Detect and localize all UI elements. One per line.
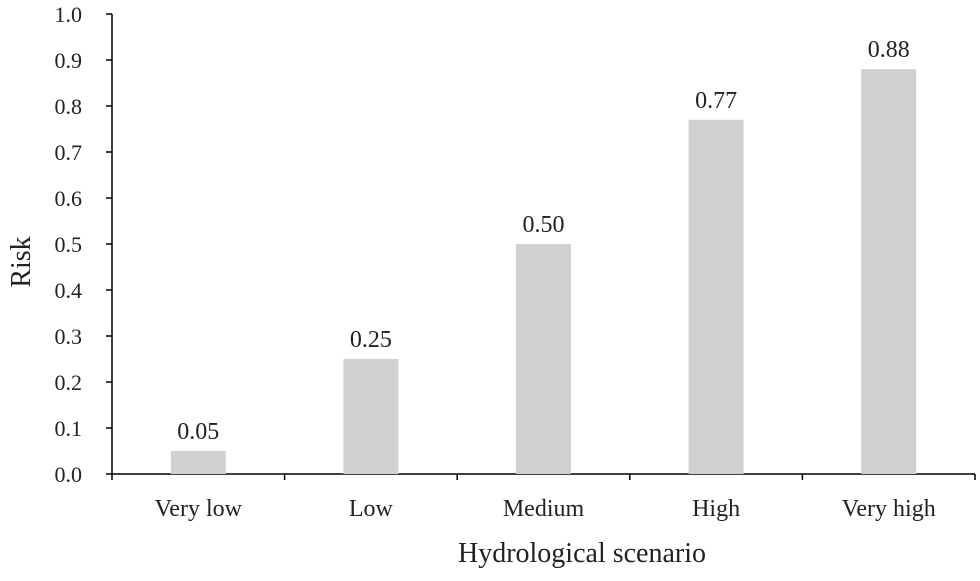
- x-category-label: Medium: [503, 496, 585, 522]
- y-tick-label: 0.1: [55, 416, 83, 441]
- x-category-label: Very high: [842, 496, 936, 522]
- y-tick-label: 0.9: [55, 48, 83, 73]
- bar-data-label: 0.77: [695, 88, 737, 114]
- bar-data-label: 0.50: [523, 212, 565, 238]
- y-tick-label: 0.6: [55, 186, 83, 211]
- bar: [343, 359, 399, 474]
- axes: 0.0 0.1 0.2 0.3 0.4 0.5 0.6 0.7 0.8 0.9 1.0 Very lo…: [55, 2, 976, 522]
- bar-data-label: 0.05: [177, 419, 219, 445]
- y-tick-label: 0.7: [55, 140, 83, 165]
- x-category-label: Low: [349, 496, 394, 522]
- y-tick-label: 0.5: [55, 232, 83, 257]
- bar: [688, 119, 744, 475]
- y-tick-label: 0.4: [55, 278, 83, 303]
- y-tick-label: 0.8: [55, 94, 83, 119]
- data-labels: 0.05 0.25 0.50 0.77 0.88: [177, 37, 909, 445]
- x-axis-title: Hydrological scenario: [458, 538, 706, 569]
- bar: [170, 451, 226, 474]
- y-tick-label: 0.3: [55, 324, 83, 349]
- y-tick-label: 0.0: [55, 462, 83, 487]
- y-axis-title: Risk: [6, 236, 37, 287]
- y-tick-label: 0.2: [55, 370, 83, 395]
- x-category-label: High: [692, 496, 740, 522]
- y-tick-label: 1.0: [55, 2, 83, 27]
- bar-data-label: 0.88: [868, 37, 910, 63]
- x-category-label: Very low: [155, 496, 243, 522]
- bars: [170, 69, 917, 475]
- bar-data-label: 0.25: [350, 327, 392, 353]
- bar: [516, 244, 571, 474]
- bar: [861, 69, 917, 474]
